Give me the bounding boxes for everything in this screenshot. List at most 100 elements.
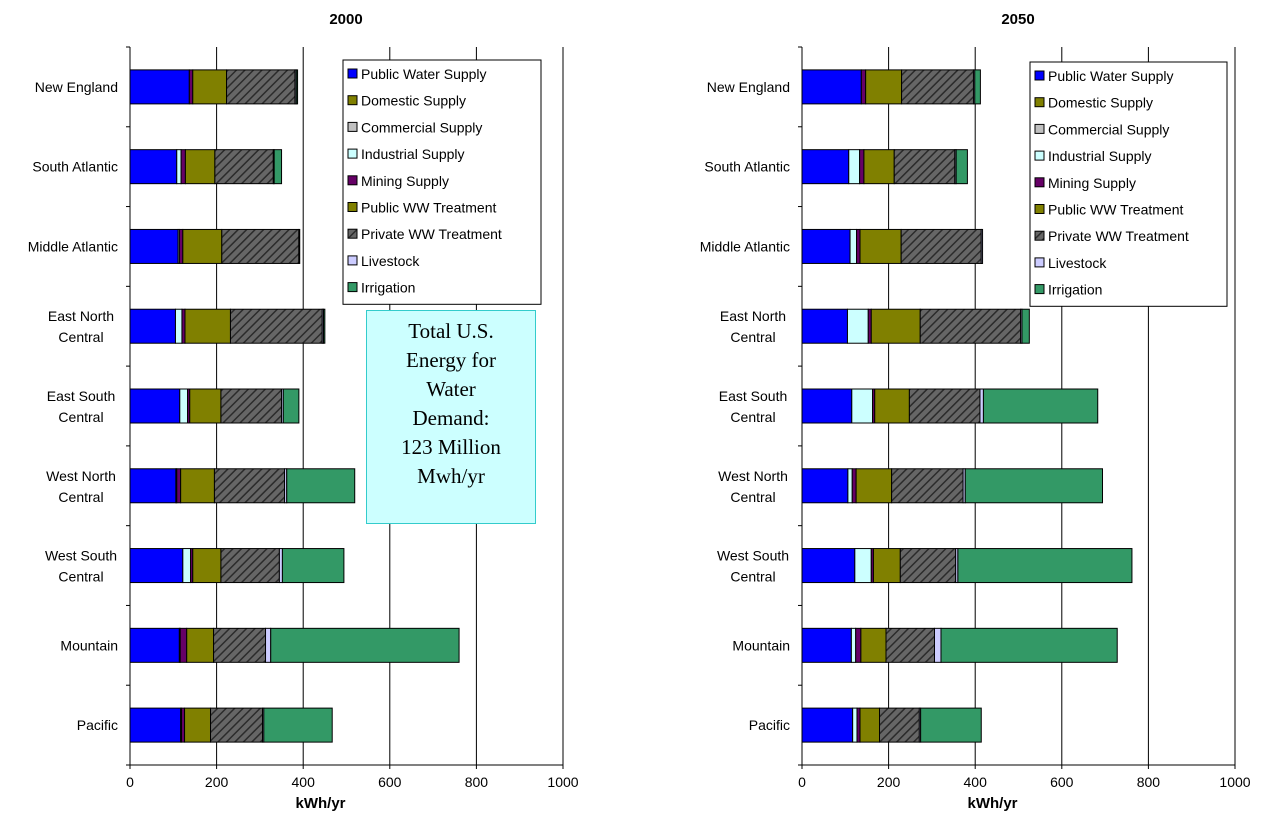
bar-segment: [846, 308, 869, 344]
bar-segment: [855, 468, 893, 504]
legend-swatch: [1034, 123, 1045, 134]
bar-segment: [879, 707, 920, 743]
legend-label: Public Water Supply: [1048, 68, 1174, 84]
bar-segment: [182, 548, 192, 584]
legend-label: Industrial Supply: [361, 146, 465, 162]
category-label-line: Central: [58, 409, 103, 425]
x-tick-label: 200: [205, 774, 229, 790]
bar-segment: [801, 308, 848, 344]
legend-swatch: [347, 95, 358, 106]
bar-segment: [221, 228, 300, 264]
bar-segment: [176, 149, 182, 185]
category-label: West South Central: [717, 548, 789, 585]
bar-segment: [129, 69, 190, 105]
legend-label: Irrigation: [1048, 282, 1102, 298]
bar-segment: [885, 627, 935, 663]
category-label-line: Central: [58, 329, 103, 345]
x-tick-label: 0: [126, 774, 134, 790]
bar-segment: [214, 149, 274, 185]
legend-label: Commercial Supply: [1048, 121, 1169, 137]
bar-segment: [186, 627, 215, 663]
bar-segment: [129, 228, 179, 264]
bar-segment: [213, 627, 267, 663]
bar-segment: [281, 548, 345, 584]
bar-segment: [801, 228, 851, 264]
legend-label: Public WW Treatment: [1048, 202, 1183, 218]
chart-2050: 2050 0 200 400 600 800 1000 kWh/yr New England So…: [700, 11, 1251, 812]
legend-swatch: [1034, 177, 1045, 188]
legend-swatch: [1034, 150, 1045, 161]
bar-segment: [851, 468, 857, 504]
bar-segment: [282, 388, 300, 424]
legend-swatch: [1034, 204, 1045, 214]
category-label-line: Central: [730, 489, 775, 505]
bar-segment: [850, 627, 857, 663]
bar-segment: [129, 388, 181, 424]
category-label-line: East North: [720, 308, 786, 324]
bar-segment: [865, 69, 903, 105]
bar-segment: [213, 468, 286, 504]
bar-segment: [180, 149, 186, 185]
legend-label: Industrial Supply: [1048, 148, 1152, 164]
bar-segment: [184, 149, 216, 185]
category-label: New England: [707, 79, 790, 95]
bar-segment: [801, 388, 853, 424]
legend-swatch: [347, 202, 358, 212]
category-label: Mountain: [732, 637, 790, 653]
annotation-line-6: Mwh/yr: [417, 464, 485, 488]
category-label-line: West North: [46, 468, 116, 484]
bar-segment: [265, 627, 272, 663]
bar-segment: [188, 69, 194, 105]
bar-segment: [870, 308, 921, 344]
legend-swatch: [347, 255, 358, 266]
bar-segment: [263, 707, 333, 743]
category-label: East South Central: [719, 388, 788, 425]
legend-swatch: [1034, 257, 1045, 268]
chart-title: 2000: [329, 11, 362, 28]
bar-segment: [919, 308, 1022, 344]
bar-segment: [863, 149, 895, 185]
legend-swatch: [347, 148, 358, 159]
annotation-line-3: Water: [426, 377, 476, 401]
legend-label: Private WW Treatment: [1048, 228, 1189, 244]
x-tick-label: 800: [465, 774, 489, 790]
legend-swatch: [347, 121, 358, 132]
bar-segment: [859, 149, 865, 185]
legend-label: Domestic Supply: [361, 93, 466, 109]
bar-segment: [182, 228, 223, 264]
x-tick-label: 600: [1050, 774, 1074, 790]
bar-segment: [860, 69, 867, 105]
bar-segment: [872, 548, 901, 584]
category-label: Pacific: [749, 717, 790, 733]
bar-segment: [979, 388, 984, 424]
legend-swatch: [1034, 284, 1045, 295]
bar-segment: [273, 149, 283, 185]
bar-segment: [295, 69, 299, 105]
legend-swatch: [1034, 97, 1045, 108]
bar-segment: [920, 707, 982, 743]
legend-box: [342, 59, 542, 305]
category-label-line: West North: [718, 468, 788, 484]
bar-segment: [957, 548, 1133, 584]
annotation-line-5: 123 Million: [401, 435, 501, 459]
category-label: West South Central: [45, 548, 117, 585]
x-tick-label: 0: [798, 774, 806, 790]
category-label: West North Central: [718, 468, 788, 505]
x-tick-label: 200: [877, 774, 901, 790]
category-label: Mountain: [60, 637, 118, 653]
legend-label: Irrigation: [361, 280, 415, 296]
legend-swatch: [347, 68, 358, 79]
bar-segment: [179, 388, 189, 424]
bar-segment: [189, 388, 222, 424]
legend-label: Public WW Treatment: [361, 200, 496, 216]
legend-label: Public Water Supply: [361, 66, 487, 82]
bar-segment: [180, 468, 215, 504]
bar-segment: [184, 707, 212, 743]
bar-segment: [899, 548, 957, 584]
category-label-line: East South: [719, 388, 788, 404]
bar-segment: [220, 548, 280, 584]
bar-segment: [908, 388, 981, 424]
bar-segment: [129, 707, 182, 743]
